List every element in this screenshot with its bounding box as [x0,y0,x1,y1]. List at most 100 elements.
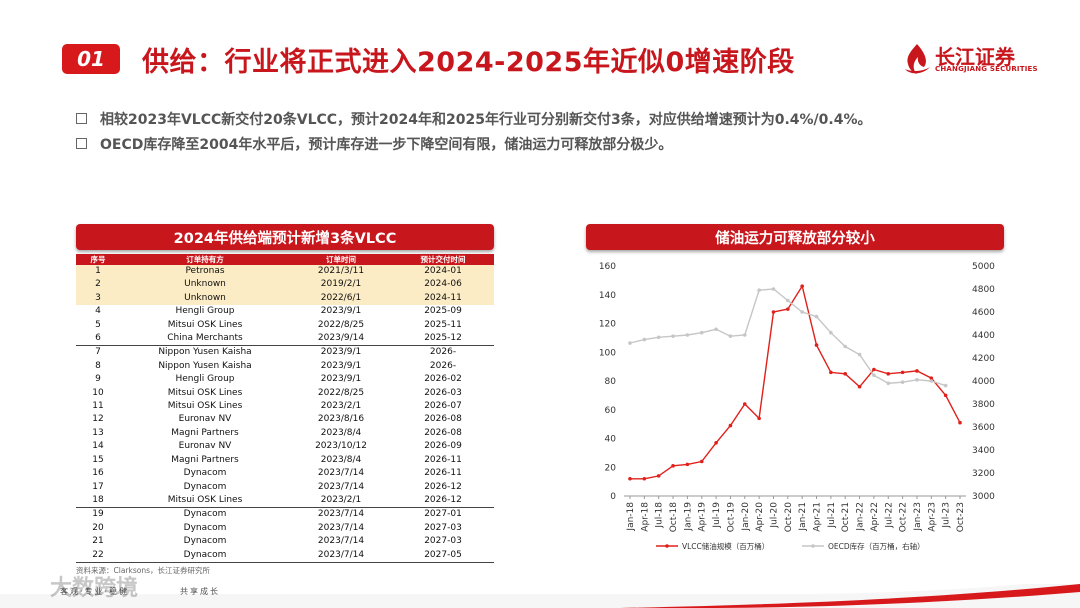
watermark: 大数跨境 [50,576,139,601]
legend-marker [811,544,815,548]
table-cell: 8 [95,360,101,371]
table-row: 3 Unknown 2022/6/1 2024-11 [76,291,494,306]
table-cell: Mitsui OSK Lines [167,401,243,412]
table-cell: 13 [92,427,104,438]
table-cell: 2026-08 [424,414,462,425]
table-cell: Mitsui OSK Lines [120,493,290,509]
x-tick-label: Jul-20 [769,502,779,529]
table-cell: 15 [92,454,104,465]
data-point-series-2 [943,383,948,388]
table-cell: Dynacom [183,509,227,520]
data-point-series-2 [728,334,733,338]
table-cell: 2023/7/14 [317,468,365,479]
bullet-text: 相较2023年VLCC新交付20条VLCC，预计2024年和2025年行业可分别… [100,111,872,128]
table-cell: 1 [76,265,120,279]
x-tick-label: Apr-21 [813,502,823,532]
table-cell: Hengli Group [175,306,235,317]
table-row: 19 Dynacom 2023/7/14 2027-01 [76,508,494,522]
table-cell: 2025-12 [392,332,494,347]
table-cell: 2023/9/1 [320,374,362,385]
data-point-series-1 [699,459,704,464]
data-point-series-2 [685,333,690,337]
data-point-series-1 [786,307,790,311]
table-cell: Mitsui OSK Lines [167,387,243,398]
data-point-series-2 [642,337,647,342]
legend-label: VLCC储油规模（百万桶） [682,541,769,551]
table-header-row: 序号 订单持有方 订单时间 预计交付时间 [76,254,494,265]
table-row: 14 Euronav NV 2023/10/12 2026-09 [76,440,494,453]
square-bullet-icon [76,138,87,149]
table-row: 16 Dynacom 2023/7/14 2026-11 [76,467,494,480]
data-point-series-2 [814,314,819,319]
table-row: 10 Mitsui OSK Lines 2022/8/25 2026-03 [76,387,494,400]
x-tick-label: Apr-22 [870,502,880,532]
table-cell: Petronas [120,265,290,279]
x-tick-label: Apr-23 [927,502,937,532]
x-tick-label: Jul-23 [942,502,952,529]
data-point-series-2 [771,287,776,291]
company-logo: 长江证券 CHANGJIANG SECURITIES [902,40,1038,80]
table-cell: 2023/9/1 [320,360,362,371]
column-header: 序号 [76,254,120,265]
data-point-series-1 [886,372,891,376]
y-right-tick-label: 3000 [972,492,995,502]
table-cell: Magni Partners [171,454,239,465]
x-tick-label: Oct-23 [956,502,966,532]
data-point-series-1 [714,441,718,445]
data-point-series-1 [642,476,647,481]
x-tick-label: Jan-21 [798,502,808,532]
table-cell: 2023/7/14 [317,481,365,492]
table-cell: 2027-03 [424,522,462,533]
data-point-series-1 [800,284,804,288]
y-right-tick-label: 4000 [972,377,995,387]
table-cell: 11 [92,401,104,412]
data-point-series-1 [771,310,776,314]
chart-panel-title: 储油运力可释放部分较小 [586,224,1004,250]
table-cell: 18 [76,493,120,509]
source-note: 资料来源：Clarksons，长江证券研究所 [76,566,210,575]
table-cell: 9 [95,374,101,385]
bullet-item: OECD库存降至2004年水平后，预计库存进一步下降空间有限，储油运力可释放部分… [76,131,1036,156]
table-cell: 2023/9/14 [290,332,392,347]
footer-slogan-right: 共享成长 [180,587,220,596]
table-cell: 12 [92,414,104,425]
table-row: 1 Petronas 2021/3/11 2024-01 [76,265,494,279]
table-cell: 2026-12 [392,493,494,509]
flame-logo-icon [905,44,930,74]
x-tick-label: Oct-20 [784,502,794,533]
y-right-tick-label: 4600 [972,308,995,318]
table-cell: 5 [95,319,101,330]
table-cell: 7 [95,347,101,358]
data-point-series-1 [958,420,962,425]
footer-swoosh [0,584,1080,608]
footer-slogan-left: 客观·专业·稳健 [60,587,130,596]
table-cell: 21 [92,536,104,547]
data-point-series-2 [900,380,905,384]
table-cell: 2024-06 [392,278,494,292]
y-left-tick-label: 140 [599,291,616,301]
table-cell: 6 [76,332,120,347]
table-cell: 2023/7/14 [290,548,392,563]
data-point-series-1 [742,402,747,406]
column-header: 预计交付时间 [392,254,494,265]
data-point-series-2 [671,334,675,338]
logo-text-en: CHANGJIANG SECURITIES [935,65,1038,73]
x-tick-label: Jul-19 [712,502,722,529]
table-cell: Nippon Yusen Kaisha [158,347,252,358]
y-right-tick-label: 4400 [972,331,995,341]
data-point-series-1 [671,464,675,468]
table-cell: 2026-03 [424,387,462,398]
table-cell: 2027-01 [424,509,462,520]
series-line-1 [630,284,961,480]
table-cell: Dynacom [183,481,227,492]
y-right-tick-label: 3600 [972,423,995,433]
table-row: 20 Dynacom 2023/7/14 2027-03 [76,522,494,535]
table-cell: 2023/8/4 [320,427,362,438]
y-left-tick-label: 160 [599,262,616,272]
data-point-series-1 [685,462,690,467]
data-point-series-1 [656,474,661,478]
table-cell: Unknown [120,291,290,306]
table-cell: 2023/2/1 [290,493,392,509]
x-tick-label: Oct-21 [841,502,851,532]
data-point-series-2 [786,298,790,303]
